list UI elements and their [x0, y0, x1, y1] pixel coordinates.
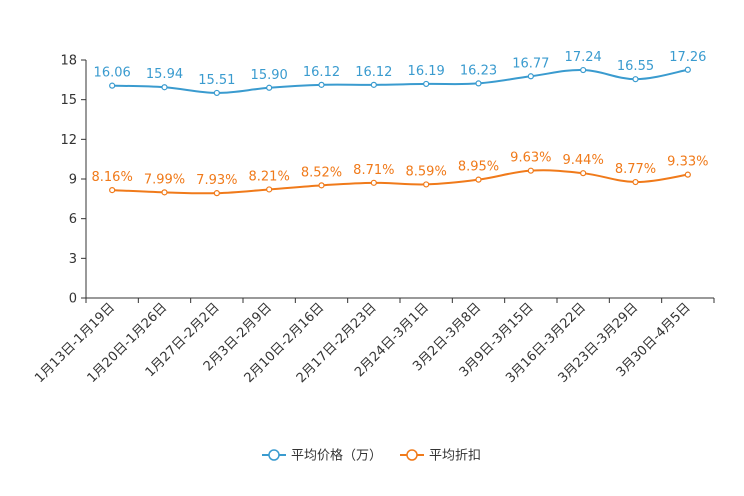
data-point	[684, 171, 691, 178]
legend-label: 平均价格（万）	[291, 448, 382, 464]
y-tick-label: 15	[60, 93, 77, 108]
series-line-1	[112, 68, 689, 94]
legend[interactable]: 平均价格（万） 平均折扣	[262, 448, 481, 464]
data-label: 16.77	[512, 56, 549, 71]
data-point	[580, 170, 587, 177]
legend-marker-icon	[406, 449, 418, 461]
data-point	[684, 66, 691, 73]
axes: 03691215181月13日-1月19日1月20日-1月26日1月27日-2月…	[32, 54, 715, 386]
y-tick-label: 18	[60, 54, 77, 69]
y-tick-label: 0	[69, 292, 77, 307]
data-point	[632, 178, 639, 186]
data-point	[213, 190, 220, 197]
data-point	[370, 179, 377, 186]
data-label: 8.95%	[458, 160, 499, 175]
data-label: 15.51	[198, 73, 235, 88]
data-point	[318, 182, 325, 189]
data-point	[527, 73, 534, 80]
data-label: 16.12	[303, 65, 340, 80]
legend-label: 平均折扣	[429, 449, 481, 464]
data-point	[109, 187, 116, 194]
data-label: 8.21%	[249, 169, 290, 184]
data-label: 8.71%	[353, 163, 394, 178]
data-label: 9.63%	[510, 151, 551, 166]
y-tick-label: 3	[69, 252, 77, 267]
data-label: 8.77%	[615, 162, 656, 177]
data-label: 9.33%	[667, 155, 708, 170]
y-tick-label: 12	[60, 133, 77, 148]
data-point	[632, 76, 639, 83]
data-point	[109, 82, 116, 89]
data-point	[423, 181, 430, 188]
data-label: 16.23	[460, 63, 497, 78]
data-label: 8.16%	[92, 170, 133, 185]
data-label: 16.06	[94, 66, 131, 81]
series-line-2	[112, 169, 688, 195]
data-point	[527, 167, 534, 174]
legend-marker-icon	[268, 449, 280, 461]
data-label: 15.94	[146, 67, 183, 82]
data-point	[213, 89, 220, 97]
data-label: 16.19	[408, 64, 445, 79]
legend-item-1[interactable]: 平均价格（万）	[262, 448, 382, 464]
legend-item-2[interactable]: 平均折扣	[400, 449, 481, 464]
data-point	[370, 81, 377, 88]
data-label: 7.99%	[144, 172, 185, 187]
data-label: 17.26	[669, 50, 706, 65]
data-point	[475, 176, 482, 183]
data-label: 8.52%	[301, 165, 342, 180]
y-tick-label: 6	[69, 212, 77, 227]
data-label: 15.90	[251, 68, 288, 83]
data-point	[161, 189, 168, 196]
data-point	[580, 66, 587, 74]
data-labels: 16.06 15.94 15.51 15.90 16.12 16.12 16.19 16.23…	[92, 50, 709, 188]
data-point	[161, 84, 168, 91]
y-tick-label: 9	[69, 173, 77, 188]
data-point	[423, 80, 430, 88]
data-point	[318, 81, 325, 88]
data-point	[475, 80, 482, 87]
data-label: 7.93%	[196, 173, 237, 188]
data-label: 8.59%	[406, 164, 447, 179]
series-lines	[109, 66, 691, 197]
data-label: 9.44%	[563, 153, 604, 168]
data-point	[266, 186, 273, 193]
data-label: 17.24	[565, 50, 602, 65]
data-point	[266, 84, 273, 91]
data-label: 16.55	[617, 59, 654, 74]
data-label: 16.12	[355, 65, 392, 80]
